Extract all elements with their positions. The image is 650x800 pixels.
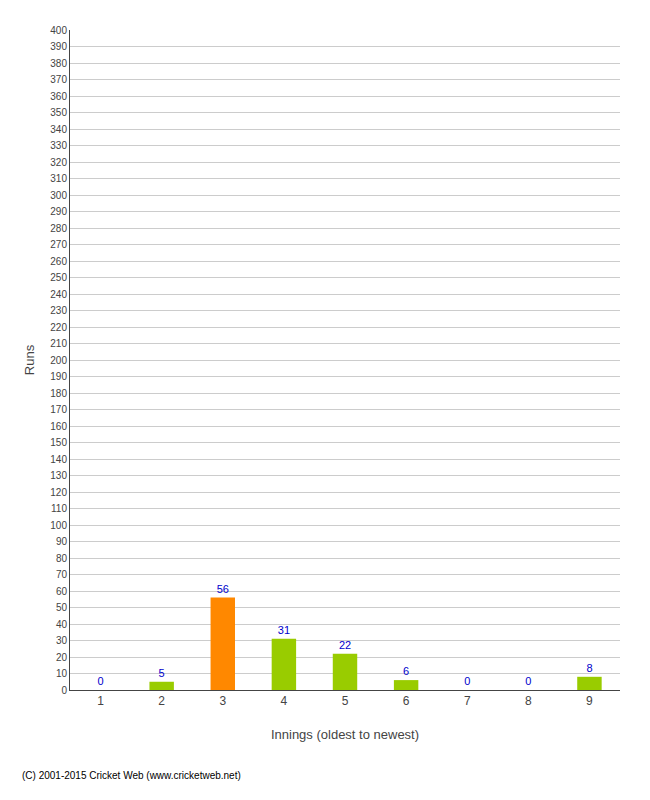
svg-text:Innings (oldest to newest): Innings (oldest to newest) [271, 727, 419, 742]
svg-text:70: 70 [56, 569, 68, 580]
svg-text:140: 140 [50, 454, 67, 465]
svg-text:180: 180 [50, 388, 67, 399]
svg-text:60: 60 [56, 586, 68, 597]
svg-text:170: 170 [50, 404, 67, 415]
svg-text:400: 400 [50, 25, 67, 36]
svg-text:8: 8 [586, 662, 592, 674]
svg-text:100: 100 [50, 520, 67, 531]
svg-text:10: 10 [56, 668, 68, 679]
svg-text:130: 130 [50, 470, 67, 481]
svg-text:8: 8 [525, 694, 532, 708]
svg-text:3: 3 [219, 694, 226, 708]
svg-text:22: 22 [339, 639, 351, 651]
svg-text:330: 330 [50, 140, 67, 151]
svg-text:5: 5 [159, 667, 165, 679]
svg-text:2: 2 [158, 694, 165, 708]
svg-text:0: 0 [61, 685, 67, 696]
svg-text:80: 80 [56, 553, 68, 564]
svg-text:380: 380 [50, 58, 67, 69]
svg-text:280: 280 [50, 223, 67, 234]
svg-text:0: 0 [97, 675, 103, 687]
svg-text:340: 340 [50, 124, 67, 135]
svg-text:250: 250 [50, 272, 67, 283]
svg-text:50: 50 [56, 602, 68, 613]
svg-text:240: 240 [50, 289, 67, 300]
svg-text:370: 370 [50, 74, 67, 85]
svg-text:7: 7 [464, 694, 471, 708]
svg-text:300: 300 [50, 190, 67, 201]
svg-text:9: 9 [586, 694, 593, 708]
svg-text:350: 350 [50, 107, 67, 118]
svg-text:360: 360 [50, 91, 67, 102]
svg-text:110: 110 [51, 503, 67, 514]
svg-text:1: 1 [97, 694, 104, 708]
svg-text:0: 0 [464, 675, 470, 687]
svg-text:56: 56 [217, 583, 229, 595]
svg-text:210: 210 [50, 338, 67, 349]
svg-text:190: 190 [50, 371, 67, 382]
svg-text:290: 290 [50, 206, 67, 217]
svg-text:5: 5 [342, 694, 349, 708]
svg-text:200: 200 [50, 355, 67, 366]
svg-text:310: 310 [50, 173, 67, 184]
svg-text:0: 0 [525, 675, 531, 687]
svg-text:390: 390 [50, 41, 67, 52]
svg-text:120: 120 [50, 487, 67, 498]
svg-text:320: 320 [50, 157, 67, 168]
svg-text:90: 90 [56, 536, 68, 547]
svg-text:150: 150 [50, 437, 67, 448]
svg-text:160: 160 [50, 421, 67, 432]
svg-text:Runs: Runs [22, 344, 37, 375]
svg-text:20: 20 [56, 652, 68, 663]
svg-text:(C) 2001-2015 Cricket Web (www: (C) 2001-2015 Cricket Web (www.cricketwe… [22, 770, 241, 781]
svg-text:6: 6 [403, 694, 410, 708]
svg-text:4: 4 [281, 694, 288, 708]
svg-text:230: 230 [50, 305, 67, 316]
svg-text:6: 6 [403, 665, 409, 677]
svg-text:260: 260 [50, 256, 67, 267]
svg-text:270: 270 [50, 239, 67, 250]
svg-text:31: 31 [278, 624, 290, 636]
svg-text:220: 220 [50, 322, 67, 333]
svg-text:40: 40 [56, 619, 68, 630]
svg-text:30: 30 [56, 635, 68, 646]
